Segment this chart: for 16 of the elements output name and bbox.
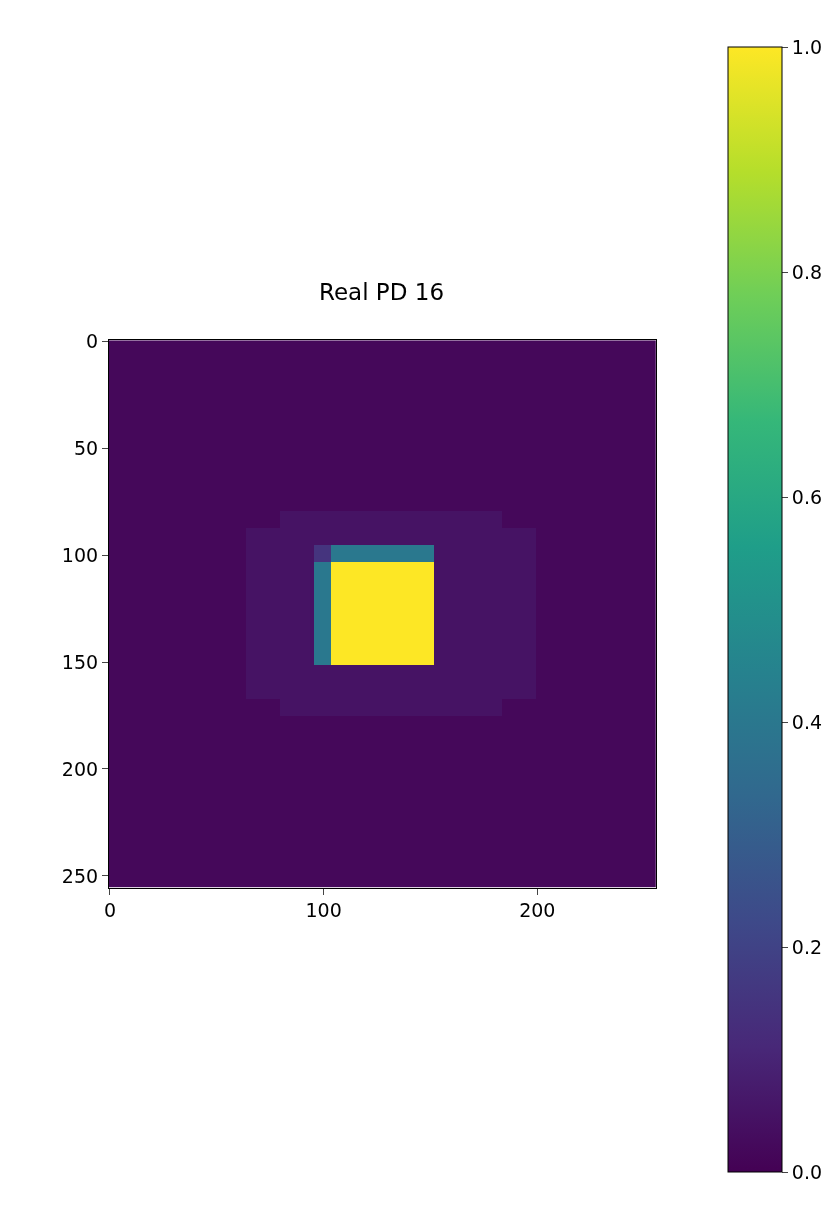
color-bar-label: 0.2: [791, 935, 823, 958]
y-tick-label: 100: [61, 543, 99, 566]
x-tick-label: 200: [519, 899, 556, 922]
x-tick-label: 0: [103, 899, 116, 922]
color-bar-label: 0.0: [791, 1160, 823, 1183]
y-tick-label: 150: [61, 650, 99, 673]
y-tick-label: 0: [85, 329, 99, 352]
color-bar-label: 1.0: [791, 35, 823, 58]
color-bar-label: 0.4: [791, 710, 823, 733]
y-tick-label: 50: [73, 436, 99, 459]
chart-title: Real PD 16: [318, 279, 445, 305]
color-bar-label: 0.8: [791, 260, 823, 283]
color-bar-label: 0.6: [791, 485, 823, 508]
y-tick-label: 200: [61, 757, 99, 780]
x-tick-label: 100: [305, 899, 342, 922]
y-tick-label: 250: [61, 864, 99, 887]
